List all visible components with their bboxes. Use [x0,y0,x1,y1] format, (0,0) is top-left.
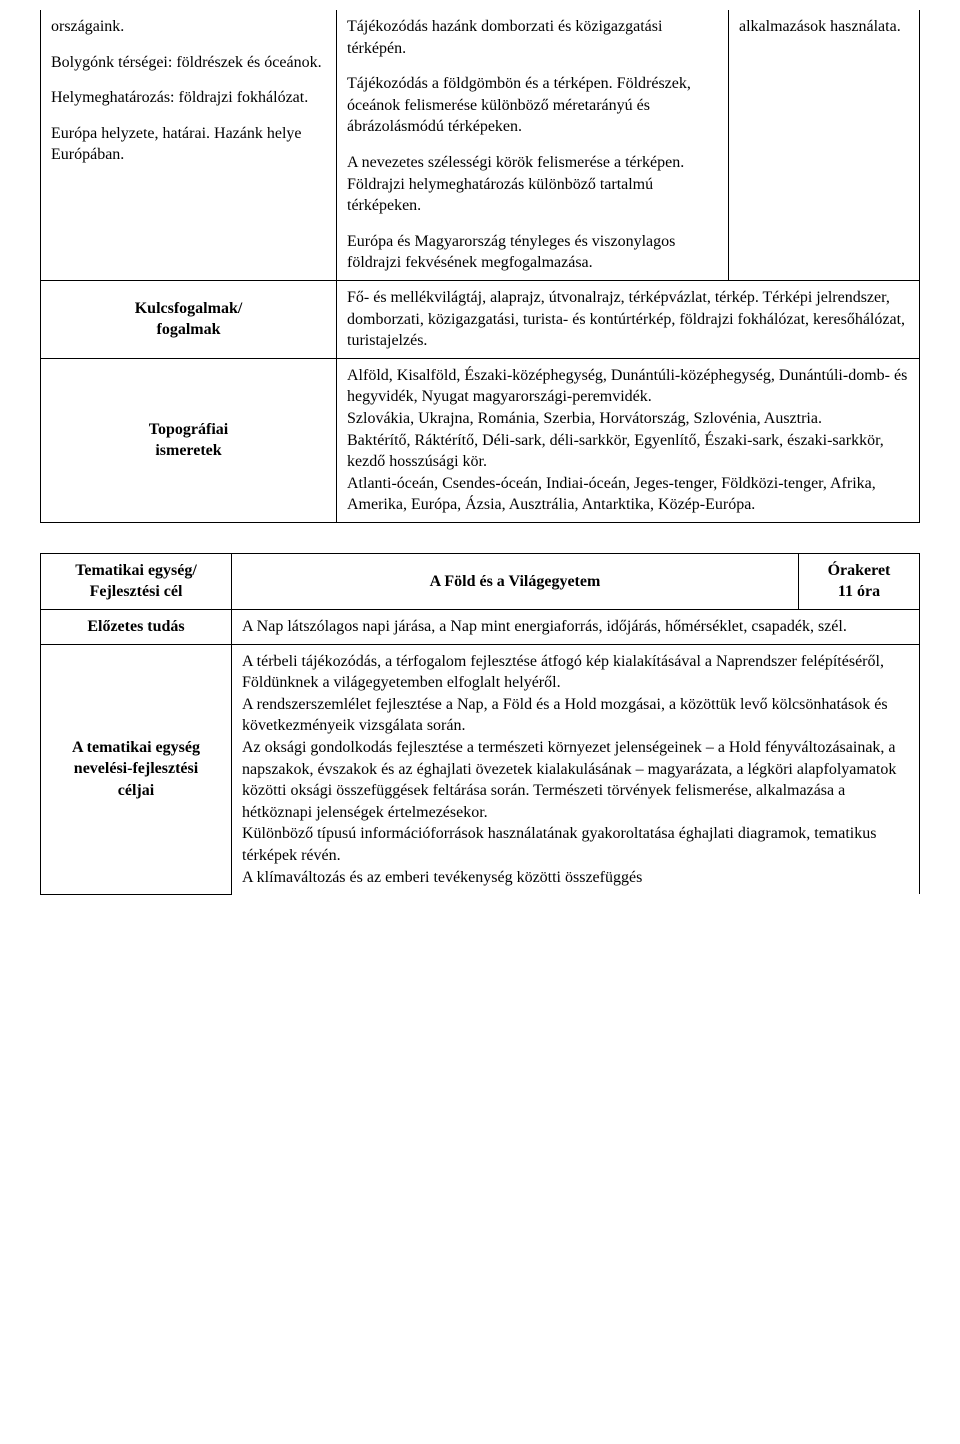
paragraph: Bolygónk térségei: földrészek és óceánok… [51,52,326,74]
label-text: céljai [118,782,154,799]
label-text: A tematikai egység [72,739,200,756]
curriculum-table-2: Tematikai egység/ Fejlesztési cél A Föld… [40,553,920,895]
cell-activities: Tájékozódás hazánk domborzati és közigaz… [337,10,729,280]
label-text: nevelési-fejlesztési [74,760,198,777]
content-text: Baktérítő, Ráktérítő, Déli-sark, déli-sa… [347,432,884,471]
header-text: Órakeret [828,562,891,579]
paragraph: Európa helyzete, határai. Hazánk helye E… [51,123,326,166]
paragraph: alkalmazások használata. [739,16,909,38]
curriculum-table-1: országaink. Bolygónk térségei: földrésze… [40,10,920,523]
table-row: országaink. Bolygónk térségei: földrésze… [41,10,920,280]
cell-topography-content: Alföld, Kisalföld, Északi-középhegység, … [337,358,920,522]
cell-applications: alkalmazások használata. [729,10,920,280]
paragraph: Tájékozódás a földgömbön és a térképen. … [347,73,718,138]
header-cell-title: A Föld és a Világegyetem [232,553,799,609]
label-text: Előzetes tudás [87,618,184,635]
content-text: Atlanti-óceán, Csendes-óceán, Indiai-óce… [347,475,876,514]
content-text: A Nap látszólagos napi járása, a Nap min… [242,618,847,635]
cell-topics: országaink. Bolygónk térségei: földrésze… [41,10,337,280]
cell-goals-content: A térbeli tájékozódás, a térfogalom fejl… [232,644,920,894]
table-row: A tematikai egység nevelési-fejlesztési … [41,644,920,894]
cell-keywords-content: Fő- és mellékvilágtáj, alaprajz, útvonal… [337,280,920,358]
paragraph: országaink. [51,16,326,38]
paragraph: A nevezetes szélességi körök felismerése… [347,152,718,217]
cell-prior-content: A Nap látszólagos napi járása, a Nap min… [232,610,920,645]
content-text: A klímaváltozás és az emberi tevékenység… [242,869,642,886]
content-text: Alföld, Kisalföld, Északi-középhegység, … [347,367,907,406]
label-text: Topográfiai [149,421,228,438]
label-text: fogalmak [157,321,221,338]
header-cell-unit: Tematikai egység/ Fejlesztési cél [41,553,232,609]
table-row: Előzetes tudás A Nap látszólagos napi já… [41,610,920,645]
content-text: Fő- és mellékvilágtáj, alaprajz, útvonal… [347,289,905,349]
header-text: Fejlesztési cél [90,583,183,600]
header-text: Tematikai egység/ [75,562,197,579]
content-text: Különböző típusú információforrások hasz… [242,825,876,864]
content-text: Az oksági gondolkodás fejlesztése a term… [242,739,896,821]
content-text: Szlovákia, Ukrajna, Románia, Szerbia, Ho… [347,410,822,427]
document-page: országaink. Bolygónk térségei: földrésze… [0,0,960,965]
paragraph: Európa és Magyarország tényleges és visz… [347,231,718,274]
content-text: A térbeli tájékozódás, a térfogalom fejl… [242,653,884,692]
header-cell-hours: Órakeret 11 óra [799,553,920,609]
cell-label-keywords: Kulcsfogalmak/ fogalmak [41,280,337,358]
paragraph: Helymeghatározás: földrajzi fokhálózat. [51,87,326,109]
table-row: Topográfiai ismeretek Alföld, Kisalföld,… [41,358,920,522]
label-text: ismeretek [155,442,221,459]
cell-label-prior: Előzetes tudás [41,610,232,645]
cell-label-goals: A tematikai egység nevelési-fejlesztési … [41,644,232,894]
table-header-row: Tematikai egység/ Fejlesztési cél A Föld… [41,553,920,609]
cell-label-topography: Topográfiai ismeretek [41,358,337,522]
header-text: A Föld és a Világegyetem [430,573,601,590]
paragraph: Tájékozódás hazánk domborzati és közigaz… [347,16,718,59]
header-text: 11 óra [838,583,880,600]
table-row: Kulcsfogalmak/ fogalmak Fő- és mellékvil… [41,280,920,358]
label-text: Kulcsfogalmak/ [135,300,243,317]
content-text: A rendszerszemlélet fejlesztése a Nap, a… [242,696,888,735]
